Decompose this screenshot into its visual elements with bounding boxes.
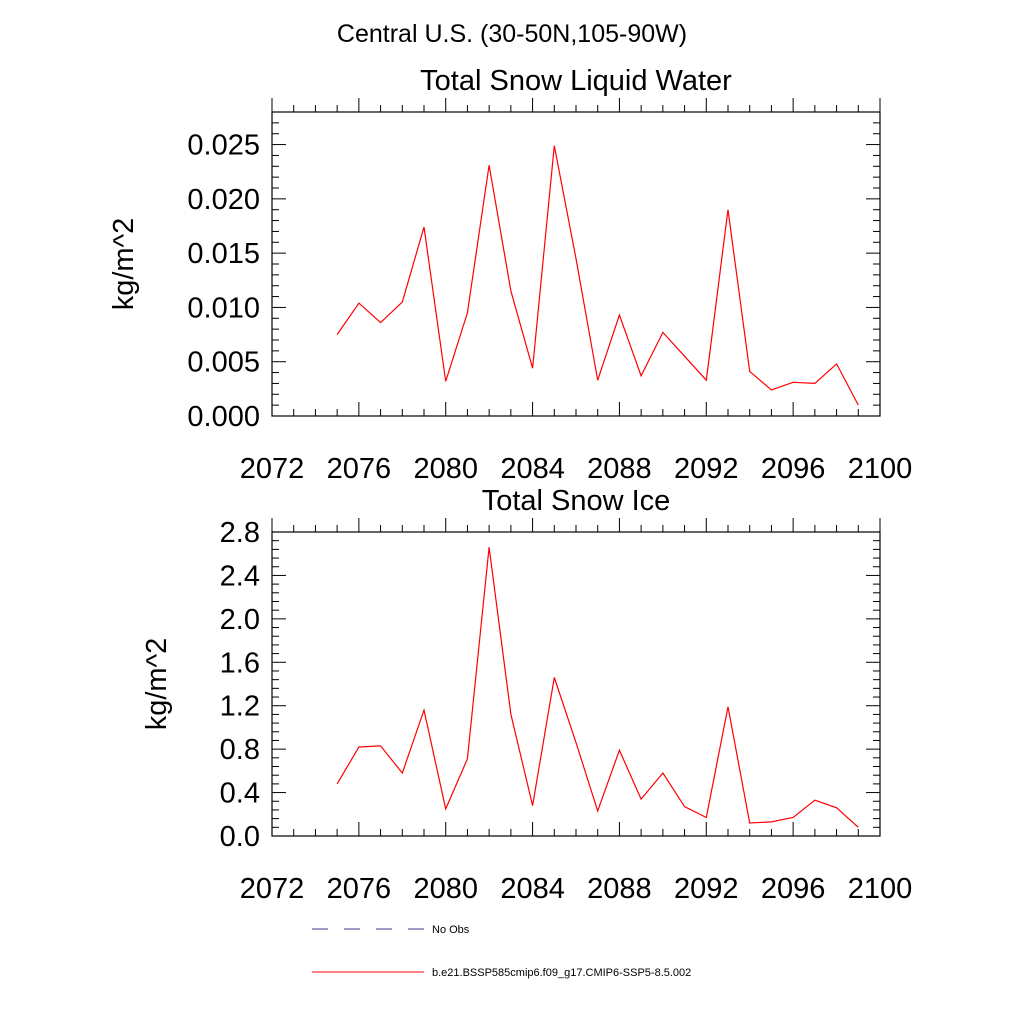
- liquid-water-x-tick-label: 2076: [327, 453, 392, 485]
- legend-label-0: No Obs: [432, 924, 470, 936]
- snow-ice-x-tick-label: 2072: [240, 873, 305, 905]
- snow-ice-x-tick-label: 2088: [587, 873, 652, 905]
- liquid-water-y-tick-label: 0.020: [187, 184, 260, 216]
- snow-ice-y-tick-label: 2.0: [220, 604, 260, 636]
- liquid-water-x-tick-label: 2072: [240, 453, 305, 485]
- liquid-water-y-tick-label: 0.000: [187, 401, 260, 433]
- liquid-water-x-tick-label: 2084: [500, 453, 565, 485]
- snow-ice-x-tick-label: 2096: [761, 873, 826, 905]
- snow-ice-y-axis-label: kg/m^2: [141, 638, 173, 731]
- snow-ice-y-tick-label: 0.4: [220, 778, 260, 810]
- snow-ice-y-tick-label: 2.8: [220, 517, 260, 549]
- liquid-water-x-tick-label: 2092: [674, 453, 739, 485]
- liquid-water-x-tick-label: 2100: [848, 453, 913, 485]
- liquid-water-y-tick-label: 0.010: [187, 292, 260, 324]
- snow-ice-y-tick-label: 0.0: [220, 821, 260, 853]
- snow-ice-y-tick-label: 0.8: [220, 734, 260, 766]
- liquid-water-y-tick-label: 0.005: [187, 347, 260, 379]
- snow-ice-x-tick-label: 2084: [500, 873, 565, 905]
- snow-ice-y-tick-label: 2.4: [220, 560, 260, 592]
- liquid-water-series-line: [336, 145, 859, 406]
- liquid-water-plot-frame: [271, 111, 881, 417]
- snow-ice-y-tick-label: 1.6: [220, 647, 260, 679]
- snow-ice-series-line: [336, 547, 859, 828]
- snow-ice-x-tick-label: 2080: [413, 873, 478, 905]
- snow-ice-y-tick-label: 1.2: [220, 691, 260, 723]
- snow-ice-x-tick-label: 2092: [674, 873, 739, 905]
- liquid-water-y-tick-label: 0.015: [187, 238, 260, 270]
- snow-liquid-water-panel: Total Snow Liquid Water kg/m^2 2072 2076 208…: [108, 65, 912, 485]
- legend: No Obs b.e21.BSSP585cmip6.f09_g17.CMIP6-S…: [312, 924, 691, 979]
- snow-ice-x-tick-label: 2076: [327, 873, 392, 905]
- liquid-water-title: Total Snow Liquid Water: [420, 65, 732, 97]
- liquid-water-x-tick-label: 2080: [413, 453, 478, 485]
- snow-ice-plot-frame: [271, 531, 881, 837]
- snow-ice-x-tick-label: 2100: [848, 873, 913, 905]
- liquid-water-y-tick-label: 0.025: [187, 130, 260, 162]
- snow-ice-panel: Total Snow Ice kg/m^2 2072 2076 2080 2084 2088…: [141, 485, 912, 905]
- snow-ice-title: Total Snow Ice: [482, 485, 671, 517]
- liquid-water-x-tick-label: 2088: [587, 453, 652, 485]
- liquid-water-y-axis-label: kg/m^2: [108, 218, 140, 311]
- figure-suptitle: Central U.S. (30-50N,105-90W): [337, 20, 687, 48]
- liquid-water-x-tick-label: 2096: [761, 453, 826, 485]
- legend-label-1: b.e21.BSSP585cmip6.f09_g17.CMIP6-SSP5-8.…: [432, 967, 691, 979]
